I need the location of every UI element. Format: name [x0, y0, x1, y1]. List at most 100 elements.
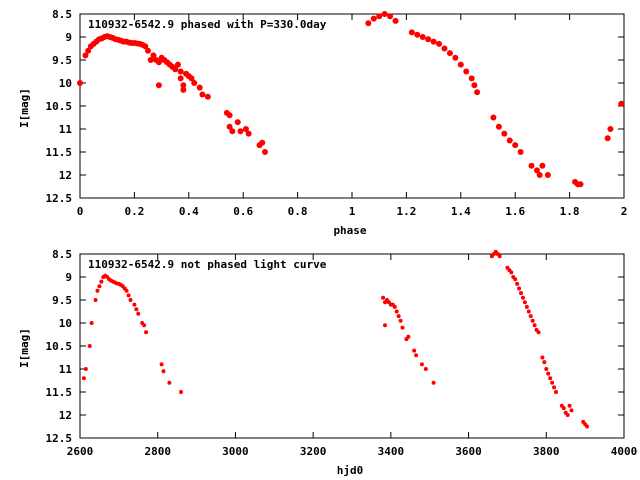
phased-x-tick-label: 0.4: [179, 205, 199, 218]
phased-data-point: [77, 80, 83, 86]
unphased-y-tick-label: 10.5: [46, 340, 73, 353]
unphased-x-tick-label: 4000: [611, 445, 638, 458]
unphased-data-point: [95, 288, 100, 293]
unphased-x-tick-label: 3400: [378, 445, 405, 458]
phased-data-point: [463, 68, 470, 75]
phased-light-curve-panel: 110932-6542.9 phased with P=330.0day pha…: [18, 8, 627, 237]
phased-data-point: [234, 119, 241, 126]
phased-data-point: [177, 75, 184, 82]
unphased-data-point: [542, 360, 547, 365]
unphased-data-point: [81, 376, 86, 381]
unphased-data-point: [565, 413, 570, 417]
phased-data-point: [441, 45, 448, 52]
unphased-data-point: [142, 323, 147, 328]
unphased-data-point: [412, 348, 417, 353]
phased-data-point: [512, 142, 519, 149]
phased-data-point: [229, 128, 236, 135]
unphased-data-point: [513, 277, 518, 282]
phased-data-point: [376, 13, 383, 20]
phased-data-point: [501, 130, 508, 137]
unphased-data-point: [179, 390, 184, 394]
unphased-data-point: [396, 314, 401, 319]
unphased-data-point: [144, 330, 149, 335]
unphased-data-point: [528, 314, 533, 319]
phased-y-tick-label: 9.5: [52, 54, 72, 67]
unphased-data-point: [567, 403, 572, 408]
unphased-y-tick-label: 8.5: [52, 248, 72, 261]
unphased-data-point: [419, 362, 424, 367]
phased-data-point: [517, 149, 524, 155]
phased-data-point: [180, 86, 187, 93]
unphased-data-point: [134, 307, 139, 312]
phased-y-tick-label: 8.5: [52, 8, 72, 21]
phased-data-point: [188, 75, 195, 82]
phased-data-point: [142, 43, 149, 50]
phased-data-point: [261, 149, 268, 155]
phased-x-tick-label: 1: [349, 205, 356, 218]
unphased-data-point: [383, 323, 388, 328]
phased-data-point: [226, 112, 233, 119]
phased-data-point: [204, 93, 211, 100]
phased-data-point: [506, 137, 513, 144]
unphased-data-point: [522, 300, 527, 305]
phased-y-tick-label: 10: [59, 77, 72, 90]
unphased-data-point: [381, 295, 386, 300]
phased-x-tick-label: 0.6: [233, 205, 253, 218]
unphased-y-tick-label: 11: [59, 363, 73, 376]
unphased-data-point: [414, 353, 419, 358]
phased-data-point: [457, 61, 464, 68]
phased-data-point: [150, 52, 157, 59]
unphased-data-point: [552, 385, 557, 390]
phased-data-point: [577, 181, 584, 188]
unphased-data-point: [536, 330, 541, 335]
phased-data-point: [191, 80, 198, 86]
phased-data-points: [77, 11, 625, 188]
phased-data-point: [414, 31, 421, 38]
unphased-data-point: [161, 369, 166, 374]
unphased-y-tick-label: 12.5: [46, 432, 73, 445]
unphased-data-point: [520, 295, 525, 300]
unphased-x-axis-label: hjd0: [337, 464, 364, 477]
phased-data-point: [259, 139, 266, 146]
phased-data-point: [419, 34, 426, 40]
unphased-data-point: [554, 390, 558, 394]
phased-x-tick-label: 1.2: [396, 205, 416, 218]
unphased-data-point: [124, 288, 129, 293]
unphased-data-point: [497, 254, 502, 259]
unphased-data-point: [526, 309, 531, 314]
phased-data-point: [618, 100, 625, 107]
phased-y-tick-label: 11.5: [46, 146, 73, 159]
unphased-data-point: [400, 325, 405, 330]
phased-data-point: [196, 84, 203, 91]
phased-y-axis-label: I[mag]: [18, 88, 31, 128]
phased-x-tick-label: 0: [77, 205, 84, 218]
unphased-data-point: [406, 334, 411, 339]
unphased-data-point: [561, 406, 566, 411]
phased-x-tick-label: 1.4: [451, 205, 471, 218]
phased-data-point: [607, 126, 614, 132]
phased-data-point: [226, 123, 233, 130]
unphased-y-tick-label: 9: [65, 271, 72, 284]
phased-data-point: [174, 61, 181, 68]
phased-data-point: [539, 162, 546, 169]
phased-data-point: [381, 11, 388, 17]
unphased-plot-frame: [79, 253, 625, 439]
phased-data-point: [604, 135, 611, 142]
phased-data-point: [145, 47, 151, 54]
unphased-data-point: [530, 318, 535, 323]
phased-data-point: [528, 162, 535, 169]
unphased-data-point: [99, 279, 104, 284]
unphased-data-point: [89, 321, 94, 325]
phased-data-point: [425, 36, 432, 43]
phased-data-point: [408, 29, 415, 36]
unphased-y-tick-label: 10: [59, 317, 72, 330]
unphased-data-point: [128, 298, 133, 302]
unphased-data-point: [519, 291, 524, 296]
phased-y-tick-label: 12: [59, 169, 72, 182]
unphased-y-tick-label: 11.5: [46, 386, 73, 399]
phased-y-tick-label: 12.5: [46, 192, 73, 205]
phased-data-point: [177, 68, 184, 75]
phased-data-point: [495, 123, 502, 130]
unphased-x-tick-label: 2600: [67, 445, 94, 458]
unphased-data-point: [93, 298, 98, 302]
